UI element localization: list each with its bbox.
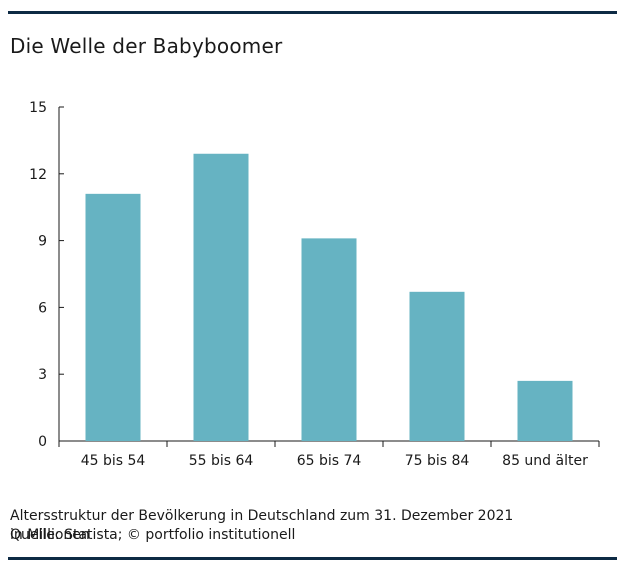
chart-title: Die Welle der Babyboomer <box>10 34 283 58</box>
x-tick-label: 85 und älter <box>502 453 588 469</box>
bar <box>409 291 465 441</box>
y-tick-label: 9 <box>38 234 47 250</box>
x-tick-label: 55 bis 64 <box>189 453 254 469</box>
x-tick-label: 65 bis 74 <box>297 453 362 469</box>
y-tick-label: 0 <box>38 434 47 450</box>
chart-source: Quelle: Statista; © portfolio institutio… <box>10 527 296 543</box>
y-tick-label: 12 <box>29 167 47 183</box>
y-tick-label: 3 <box>38 367 47 383</box>
x-tick-label: 75 bis 84 <box>405 453 470 469</box>
bottom-rule <box>8 557 617 560</box>
chart-unit: in Millionen <box>10 527 90 543</box>
y-tick-label: 6 <box>38 300 47 316</box>
bar <box>517 380 573 441</box>
bar <box>301 238 357 441</box>
bar-chart: 0 3 6 9 12 15 45 bis 54 55 bis 64 65 bis 74 75 bi… <box>29 100 600 469</box>
chart-description: Altersstruktur der Bevölkerung in Deutsc… <box>10 508 514 524</box>
x-tick-label: 45 bis 54 <box>81 453 146 469</box>
bar <box>193 153 249 441</box>
y-tick-label: 15 <box>29 100 47 116</box>
bar <box>85 193 141 441</box>
top-rule <box>8 11 617 14</box>
